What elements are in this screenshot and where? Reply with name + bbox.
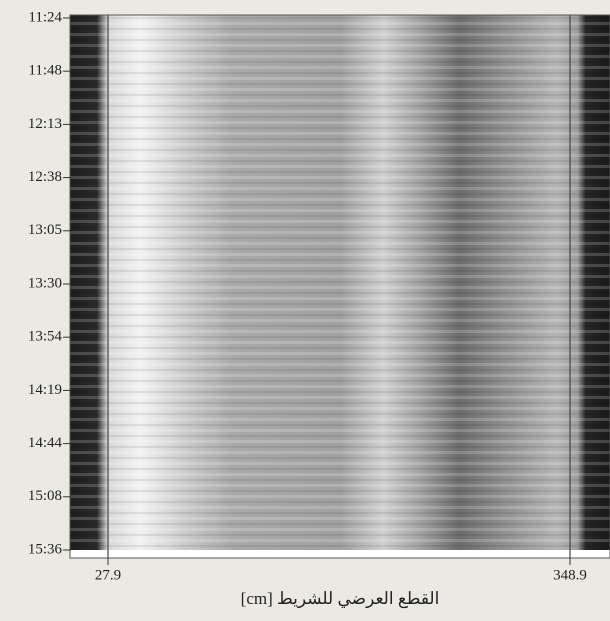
y-tick-label: 13:05 (28, 222, 62, 238)
y-tick-label: 13:30 (28, 275, 62, 291)
x-tick-label: 348.9 (553, 567, 587, 583)
x-axis-title: القطع العرضي للشريط [cm] (241, 589, 440, 609)
y-tick-label: 11:48 (28, 63, 62, 79)
y-tick-label: 14:44 (28, 435, 63, 451)
y-tick-label: 12:38 (28, 169, 62, 185)
y-tick-label: 12:13 (28, 116, 62, 132)
y-tick-label: 13:54 (28, 329, 63, 345)
x-tick-label: 27.9 (95, 567, 121, 583)
y-tick-label: 11:24 (28, 9, 62, 25)
y-tick-label: 14:19 (28, 382, 62, 398)
y-tick-label: 15:36 (28, 541, 63, 557)
image-area (70, 15, 610, 558)
y-tick-label: 15:08 (28, 488, 62, 504)
chart: القطع العرضي للشريط [cm] 11:24 11:48 12:13… (0, 0, 610, 621)
